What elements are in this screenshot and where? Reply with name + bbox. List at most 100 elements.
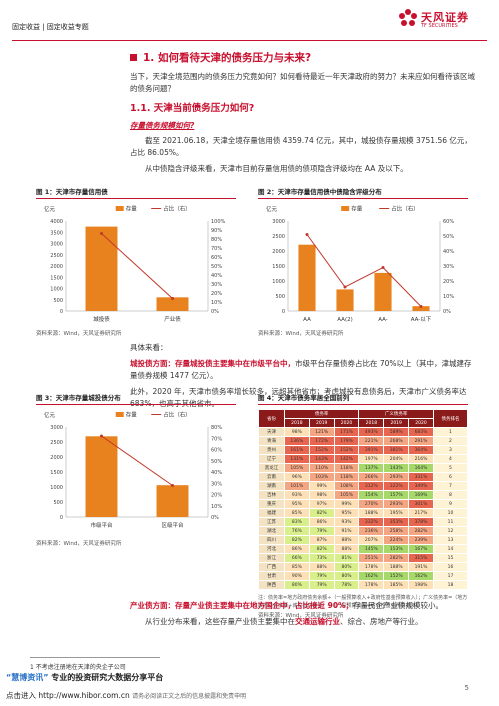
table-cell: 224%: [383, 535, 410, 545]
y2-tick-label: 10%: [211, 504, 222, 510]
bar: [85, 226, 118, 311]
y2-tick-label: 40%: [211, 470, 222, 476]
table-cell: 118%: [333, 463, 360, 473]
table-cell: 142%: [333, 454, 360, 464]
table-cell: 86%: [283, 544, 310, 554]
table-row: 河北 86% 82% 88% 145% 153% 167% 14: [258, 544, 469, 554]
y2-tick-label: 70%: [211, 436, 222, 442]
table-header-region: 省份: [258, 409, 285, 428]
y-tick-label: 0: [60, 309, 63, 315]
table-cell: 四川: [258, 535, 285, 545]
table-cell: 101%: [283, 481, 310, 491]
x-tick-label: 区级平台: [161, 521, 184, 529]
share-point: [305, 233, 309, 236]
table-cell: 683%: [408, 427, 434, 437]
table-row: 天津 98% 121% 171% 493% 589% 683% 1: [258, 427, 469, 437]
legend-swatch-bar: [341, 206, 350, 211]
table-cell: 103%: [308, 472, 335, 482]
table-row: 辽宁 131% 143% 142% 197% 204% 216% 4: [258, 454, 469, 464]
table-year-header: 2018: [283, 418, 310, 428]
table-cell: 98%: [283, 427, 310, 437]
table-cell: 178%: [358, 580, 385, 590]
legend-label-bar: 存量: [126, 205, 138, 213]
y-tick-label: 3000: [272, 219, 285, 225]
table-cell: 80%: [333, 571, 360, 581]
y-tick-label: 1000: [272, 279, 285, 285]
table-cell: 121%: [308, 427, 335, 437]
y2-tick-label: 0%: [211, 515, 219, 521]
table-row: 福建 85% 82% 95% 188% 195% 217% 10: [258, 508, 469, 518]
figure-2-svg: 亿元 存量 占比（右） 0 500 1000 1500 2000 2500 3000 0% 10% 20…: [266, 205, 454, 324]
table-cell: 79%: [308, 571, 335, 581]
bar: [156, 297, 189, 311]
y2-tick-label: 90%: [211, 228, 222, 234]
table-cell: 98%: [308, 490, 335, 500]
y2-tick-label: 40%: [211, 273, 222, 279]
paragraph-debt-ratio: 此外，2020 年，天津市债务率增长较多，远超其他省市；考虑城投有息债务后，天津…: [130, 387, 467, 408]
y-tick-label: 2000: [272, 249, 285, 255]
y2-tick-label: 0%: [443, 309, 451, 315]
promo-link[interactable]: 点击进入 http://www.hibor.com.cn 请务必阅读正文之后的信…: [6, 691, 247, 700]
table-row: 吉林 93% 98% 105% 154% 157% 169% 8: [258, 490, 469, 500]
table-cell: 82%: [308, 508, 335, 518]
y-tick-label: 2500: [50, 253, 63, 259]
table-cell: 171%: [333, 427, 360, 437]
table-cell: 315%: [408, 553, 434, 563]
table-cell: 99%: [333, 499, 360, 509]
table-row: 重庆 95% 97% 99% 270% 293% 301% 9: [258, 499, 469, 509]
y2-tick-label: 10%: [443, 294, 454, 300]
table-cell: 10: [432, 508, 469, 518]
x-tick-label: 市级平台: [90, 521, 113, 529]
table-cell: 85%: [283, 508, 310, 518]
table-cell: 108%: [333, 481, 360, 491]
table-cell: 172%: [308, 436, 335, 446]
table-cell: 82%: [308, 544, 335, 554]
y2-tick-label: 30%: [211, 282, 222, 288]
table-cell: 17: [432, 571, 469, 581]
section-1-1: 1.1. 天津当前债务压力如何? 存量债务规模如何? 截至 2021.06.18…: [130, 100, 479, 175]
table-cell: 162%: [408, 571, 434, 581]
table-cell: 85%: [283, 562, 310, 572]
y2-tick-label: 30%: [443, 264, 454, 270]
table-cell: 广西: [258, 562, 285, 572]
legend-label-line: 占比（右）: [391, 205, 419, 213]
debt-ratio-table: 省份 债务率 广义债务率 债务排名 2018 2019 2020 2018 2019 20…: [258, 409, 469, 590]
paragraph-debt-size: 截至 2021.06.18，天津全境存量信用债 4359.74 亿元，其中，城投…: [130, 136, 472, 157]
table-cell: 239%: [408, 535, 434, 545]
table-cell: 221%: [358, 436, 385, 446]
y-tick-label: 500: [53, 500, 63, 506]
table-cell: 152%: [383, 571, 410, 581]
table-cell: 5: [432, 463, 469, 473]
table-cell: 1: [432, 427, 469, 437]
table-cell: 105%: [333, 490, 360, 500]
y-tick-label: 1000: [50, 485, 63, 491]
y-tick-label: 500: [53, 298, 63, 304]
share-line: [101, 435, 173, 486]
legend-label-bar: 存量: [126, 411, 138, 419]
table-row: 四川 82% 87% 88% 207% 224% 239% 13: [258, 535, 469, 545]
table-cell: 66%: [283, 553, 310, 563]
table-cell: 282%: [383, 553, 410, 563]
table-cell: 378%: [408, 517, 434, 527]
table-cell: 589%: [383, 427, 410, 437]
figure-1: 图 1：天津市存量信用债 亿元 存量 占比（右） 0 500 1000 1500 2000 25…: [36, 186, 236, 337]
table-cell: 353%: [383, 517, 410, 527]
y2-tick-label: 60%: [211, 255, 222, 261]
table-cell: 83%: [283, 517, 310, 527]
table-cell: 江苏: [258, 517, 285, 527]
table-row: 青海 136% 172% 179% 221% 268% 291% 2: [258, 436, 469, 446]
body-text-1: 具体来看： 城投债方面：存量城投债主要集中在市级平台中，市级平台存量债券占比在 …: [130, 342, 479, 410]
table-cell: 131%: [283, 454, 310, 464]
paragraph-industry-distribution: 从行业分布来看，这些存量产业债主要集中在交通运输行业、综合、房地产等行业。: [145, 617, 423, 626]
paragraph-industry-bond: 产业债方面：存量产业债主要集中在地方国企中，占比接近 90%；存量民企产业债规模…: [130, 601, 444, 610]
table-cell: 312%: [358, 481, 385, 491]
chart-unit-label: 亿元: [44, 411, 56, 419]
share-point: [100, 434, 103, 438]
table-cell: 204%: [383, 454, 410, 464]
table-cell: 80%: [333, 562, 360, 572]
table-cell: 甘肃: [258, 571, 285, 581]
table-cell: 270%: [358, 499, 385, 509]
figure-2-source: 资料来源：Wind，天风证券研究所: [258, 331, 344, 337]
promo-banner: “慧博资讯” 专业的投资研究大数据分享平台: [6, 673, 164, 682]
y2-tick-label: 50%: [443, 234, 454, 240]
